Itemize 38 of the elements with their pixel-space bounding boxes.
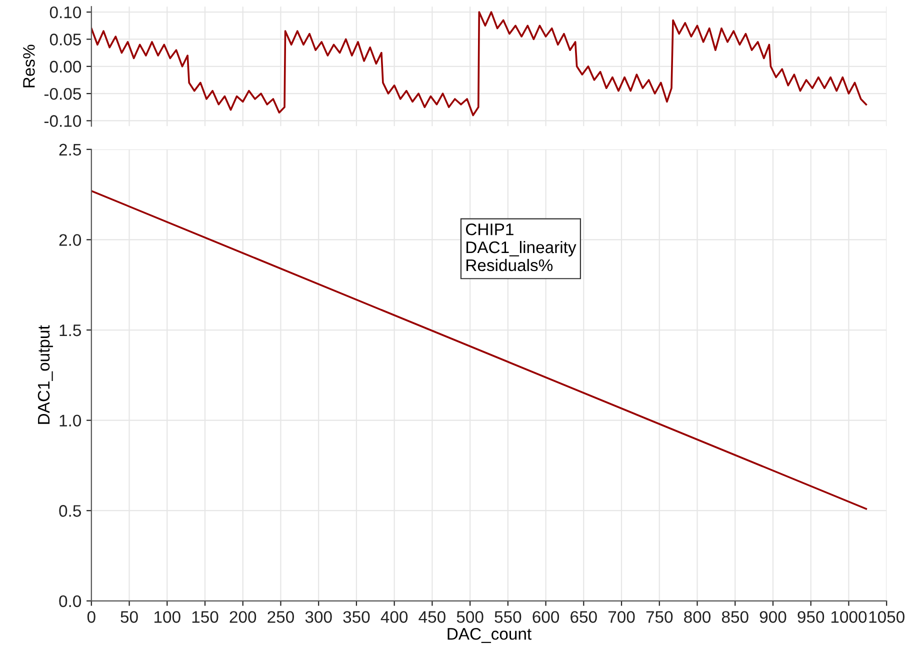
x-tick-label: 350 bbox=[343, 611, 370, 623]
x-tick-label: 50 bbox=[120, 611, 138, 623]
x-tick-label: 250 bbox=[268, 611, 294, 623]
x-tick-label: 850 bbox=[722, 611, 748, 623]
y-tick-label: 0.0 bbox=[59, 595, 82, 608]
x-tick-label: 950 bbox=[798, 611, 824, 623]
x-tick-label: 400 bbox=[380, 611, 408, 623]
x-tick-label: 100 bbox=[154, 611, 180, 623]
y-axis-title: DAC1_output bbox=[38, 325, 53, 424]
x-tick-label: 1000 bbox=[831, 611, 867, 623]
y-tick-label: 1.0 bbox=[60, 414, 82, 427]
x-tick-label: 550 bbox=[494, 611, 522, 623]
x-tick-label: 700 bbox=[608, 611, 635, 623]
x-axis-title: DAC_count bbox=[448, 628, 532, 643]
x-tick-label: 600 bbox=[532, 611, 560, 623]
x-tick-label: 900 bbox=[760, 611, 786, 623]
x-tick-label: 750 bbox=[646, 611, 673, 623]
x-tick-label: 450 bbox=[418, 611, 446, 623]
line-series bbox=[91, 11, 868, 116]
x-tick-label: 300 bbox=[305, 611, 332, 623]
x-tick-label: 500 bbox=[456, 611, 484, 623]
x-tick-label: 1050 bbox=[869, 611, 904, 623]
y-tick-label: 0.10 bbox=[50, 6, 82, 18]
y-tick-label: 0.00 bbox=[50, 60, 82, 73]
y-tick-label: 1.5 bbox=[60, 324, 81, 336]
annotation: CHIP1 DAC1_linearity Residuals% bbox=[466, 223, 576, 272]
x-tick-label: 0 bbox=[87, 611, 96, 623]
x-tick-label: 650 bbox=[570, 611, 597, 623]
y-tick-label: -0.05 bbox=[44, 88, 81, 100]
x-tick-label: 150 bbox=[192, 611, 218, 623]
y-axis-title: Res% bbox=[23, 44, 35, 88]
y-tick-label: 2.5 bbox=[59, 144, 81, 156]
x-tick-label: 800 bbox=[684, 611, 711, 623]
y-tick-label: -0.10 bbox=[44, 115, 82, 127]
y-tick-label: 0.05 bbox=[50, 34, 81, 46]
x-tick-label: 200 bbox=[230, 611, 256, 623]
y-tick-label: 2.0 bbox=[59, 234, 82, 246]
y-tick-label: 0.5 bbox=[59, 505, 81, 517]
